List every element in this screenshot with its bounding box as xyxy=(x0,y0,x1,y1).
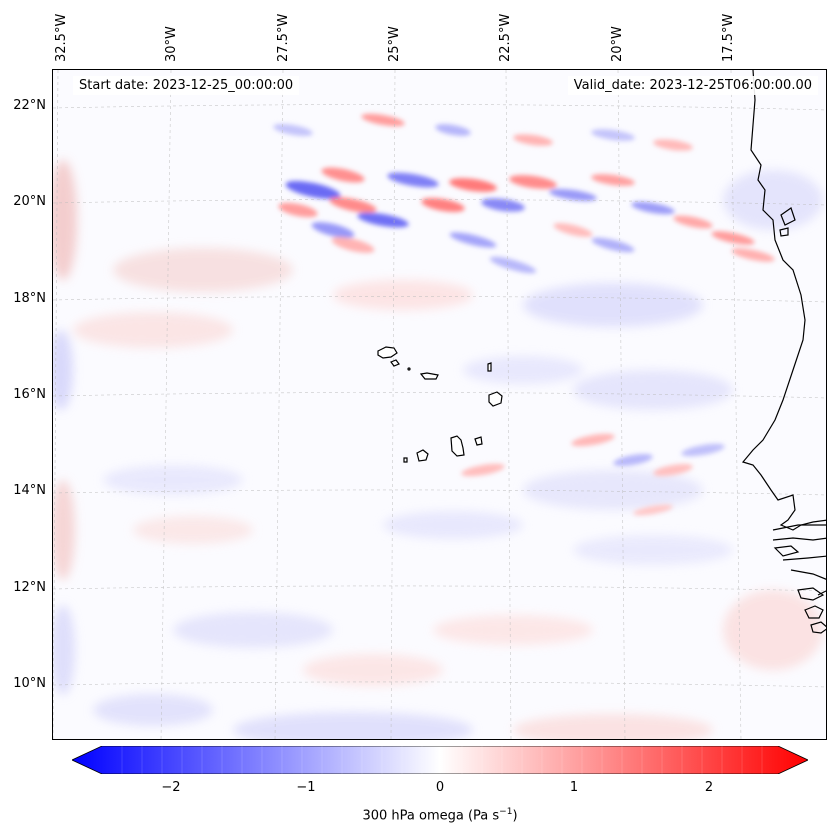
lat-label-20n: 20°N xyxy=(13,194,46,209)
map-panel[interactable] xyxy=(52,69,827,740)
colorbar-label: 300 hPa omega (Pa s−1) xyxy=(0,807,837,823)
colorbar-tick-minus-2: −2 xyxy=(161,780,181,795)
lat-label-18n: 18°N xyxy=(13,291,46,306)
colorbar-gradient xyxy=(71,745,809,779)
colorbar-label-main: 300 hPa omega (Pa s xyxy=(362,808,500,824)
lon-label-20w: 20°W xyxy=(610,26,625,62)
valid-date-prefix: Valid_date: xyxy=(573,78,650,93)
colorbar-tick-minus-1: −1 xyxy=(296,780,316,795)
valid-date-label: Valid_date: 2023-12-25T06:00:00.00 xyxy=(567,76,818,95)
omega-field xyxy=(53,70,826,739)
lon-label-17-5w: 17.5°W xyxy=(721,13,736,62)
lat-label-14n: 14°N xyxy=(13,483,46,498)
lon-label-27-5w: 27.5°W xyxy=(276,13,291,62)
lat-label-16n: 16°N xyxy=(13,387,46,402)
lon-label-32-5w: 32.5°W xyxy=(54,13,69,62)
start-date-label: Start date: 2023-12-25_00:00:00 xyxy=(73,76,300,95)
valid-date-value: 2023-12-25T06:00:00.00 xyxy=(649,78,812,93)
lat-label-10n: 10°N xyxy=(13,676,46,691)
lon-label-30w: 30°W xyxy=(164,26,179,62)
lon-label-22-5w: 22.5°W xyxy=(498,13,513,62)
colorbar-label-exponent: −1 xyxy=(499,807,513,817)
colorbar-label-close: ) xyxy=(512,808,518,824)
map-canvas xyxy=(53,70,826,739)
africa-coastline xyxy=(741,70,826,634)
map-gridlines xyxy=(53,70,826,739)
lat-label-12n: 12°N xyxy=(13,580,46,595)
colorbar-tick-2: 2 xyxy=(704,780,714,795)
lat-label-22n: 22°N xyxy=(13,98,46,113)
colorbar-tick-0: 0 xyxy=(435,780,445,795)
colorbar-tick-1: 1 xyxy=(569,780,579,795)
start-date-value: 2023-12-25_00:00:00 xyxy=(152,78,294,93)
lon-label-25w: 25°W xyxy=(387,26,402,62)
start-date-prefix: Start date: xyxy=(79,78,153,93)
colorbar xyxy=(71,745,809,779)
cape-verde-islands xyxy=(377,346,503,463)
